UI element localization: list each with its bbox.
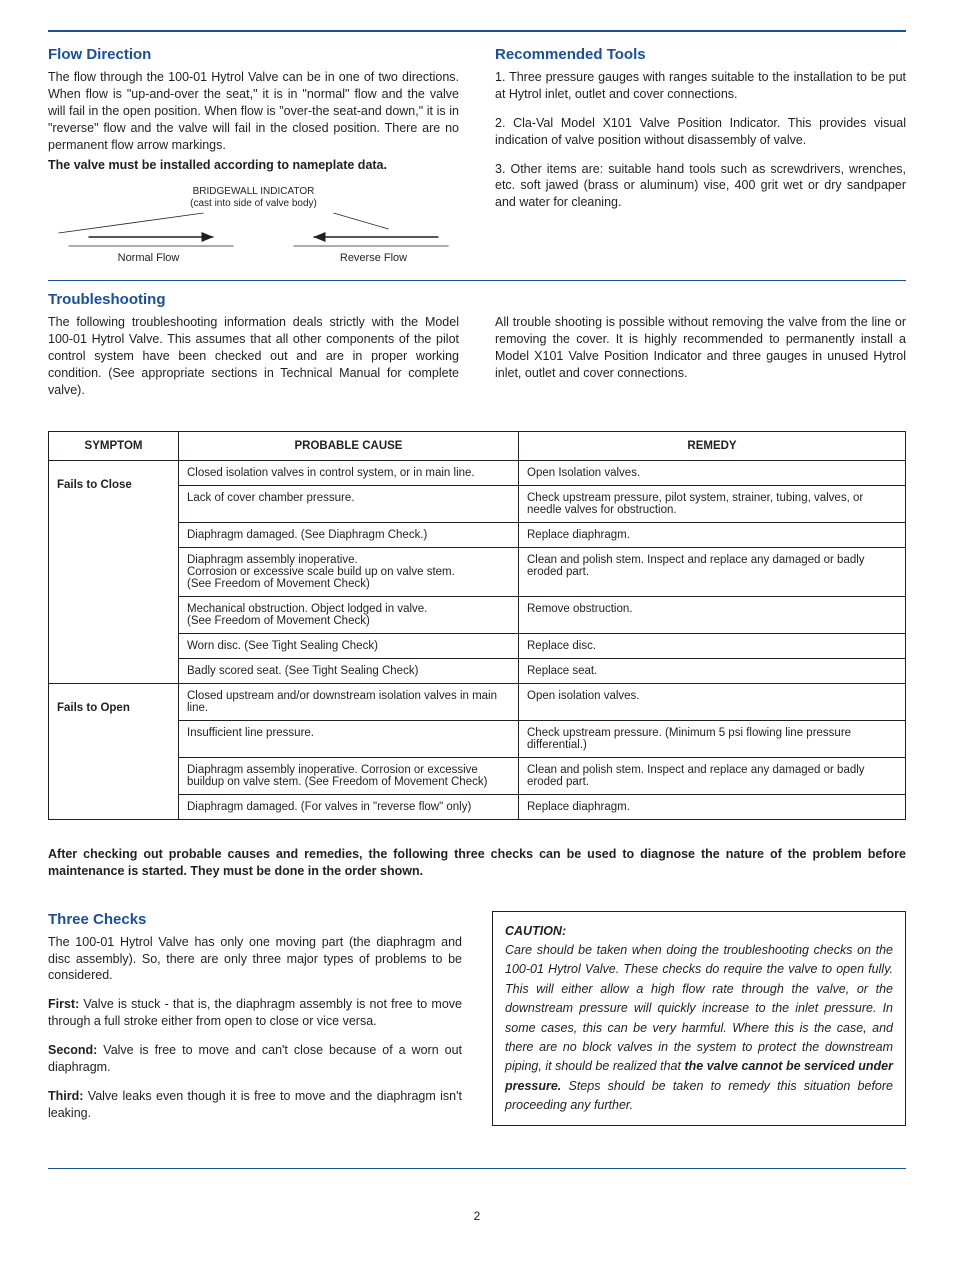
cause-cell: Closed isolation valves in control syste… [179,460,519,485]
table-row: Fails to OpenClosed upstream and/or down… [49,683,906,720]
bottom-rule [48,1168,906,1169]
flow-direction-col: Flow Direction The flow through the 100-… [48,46,459,268]
remedy-cell: Replace seat. [519,658,906,683]
three-checks-row: Three Checks The 100-01 Hytrol Valve has… [48,911,906,1127]
recommended-tools-title: Recommended Tools [495,46,906,63]
caption-line1: BRIDGEWALL INDICATOR [193,186,315,197]
first-label: First: [48,997,79,1011]
caution-col: CAUTION: Care should be taken when doing… [492,911,906,1127]
troubleshooting-title: Troubleshooting [48,291,906,308]
normal-flow-label: Normal Flow [118,252,180,264]
flow-callout: The valve must be installed according to… [48,157,459,174]
third-label: Third: [48,1089,83,1103]
check-first: First: Valve is stuck - that is, the dia… [48,996,462,1030]
cause-cell: Insufficient line pressure. [179,720,519,757]
troubleshooting-body-row: The following troubleshooting informatio… [48,314,906,398]
table-row: Fails to CloseClosed isolation valves in… [49,460,906,485]
remedy-cell: Replace disc. [519,633,906,658]
remedy-cell: Clean and polish stem. Inspect and repla… [519,757,906,794]
flow-diagram: BRIDGEWALL INDICATOR (cast into side of … [48,186,459,268]
tools-item-1: 1. Three pressure gauges with ranges sui… [495,69,906,103]
after-table-text: After checking out probable causes and r… [48,846,906,881]
cause-cell: Diaphragm damaged. (For valves in "rever… [179,794,519,819]
cause-cell: Badly scored seat. (See Tight Sealing Ch… [179,658,519,683]
remedy-cell: Open isolation valves. [519,683,906,720]
caution-pre: Care should be taken when doing the trou… [505,943,893,1073]
top-rule [48,30,906,32]
tools-item-3: 3. Other items are: suitable hand tools … [495,161,906,212]
symptom-cell: Fails to Open [49,683,179,819]
remedy-cell: Open Isolation valves. [519,460,906,485]
second-body: Valve is free to move and can't close be… [48,1043,462,1074]
troubleshooting-left: The following troubleshooting informatio… [48,314,459,398]
flow-direction-title: Flow Direction [48,46,459,63]
caution-box: CAUTION: Care should be taken when doing… [492,911,906,1127]
page-number: 2 [48,1209,906,1223]
cause-cell: Diaphragm assembly inoperative. Corrosio… [179,547,519,596]
table-header-row: SYMPTOM PROBABLE CAUSE REMEDY [49,431,906,460]
top-section: Flow Direction The flow through the 100-… [48,46,906,268]
troubleshooting-right: All trouble shooting is possible without… [495,314,906,382]
reverse-flow-label: Reverse Flow [340,252,407,264]
flow-direction-body: The flow through the 100-01 Hytrol Valve… [48,69,459,153]
flow-svg: Normal Flow Reverse Flow [48,211,459,265]
remedy-cell: Check upstream pressure, pilot system, s… [519,485,906,522]
cause-cell: Lack of cover chamber pressure. [179,485,519,522]
flow-diagram-caption: BRIDGEWALL INDICATOR (cast into side of … [190,186,317,209]
check-second: Second: Valve is free to move and can't … [48,1042,462,1076]
remedy-cell: Remove obstruction. [519,596,906,633]
remedy-cell: Clean and polish stem. Inspect and repla… [519,547,906,596]
three-checks-intro: The 100-01 Hytrol Valve has only one mov… [48,934,462,985]
cause-cell: Mechanical obstruction. Object lodged in… [179,596,519,633]
cause-cell: Diaphragm damaged. (See Diaphragm Check.… [179,522,519,547]
th-symptom: SYMPTOM [49,431,179,460]
caption-line2: (cast into side of valve body) [190,198,317,209]
check-third: Third: Valve leaks even though it is fre… [48,1088,462,1122]
trouble-table: SYMPTOM PROBABLE CAUSE REMEDY Fails to C… [48,431,906,820]
cause-cell: Closed upstream and/or downstream isolat… [179,683,519,720]
three-checks-col: Three Checks The 100-01 Hytrol Valve has… [48,911,462,1127]
cause-cell: Worn disc. (See Tight Sealing Check) [179,633,519,658]
caution-label: CAUTION: [505,924,566,938]
symptom-cell: Fails to Close [49,460,179,683]
recommended-tools-col: Recommended Tools 1. Three pressure gaug… [495,46,906,268]
three-checks-title: Three Checks [48,911,462,928]
remedy-cell: Replace diaphragm. [519,794,906,819]
mid-rule [48,280,906,281]
third-body: Valve leaks even though it is free to mo… [48,1089,462,1120]
first-body: Valve is stuck - that is, the diaphragm … [48,997,462,1028]
second-label: Second: [48,1043,97,1057]
tools-item-2: 2. Cla-Val Model X101 Valve Position Ind… [495,115,906,149]
cause-cell: Diaphragm assembly inoperative. Corrosio… [179,757,519,794]
caution-post: Steps should be taken to remedy this sit… [505,1079,893,1112]
th-remedy: REMEDY [519,431,906,460]
remedy-cell: Check upstream pressure. (Minimum 5 psi … [519,720,906,757]
remedy-cell: Replace diaphragm. [519,522,906,547]
th-cause: PROBABLE CAUSE [179,431,519,460]
